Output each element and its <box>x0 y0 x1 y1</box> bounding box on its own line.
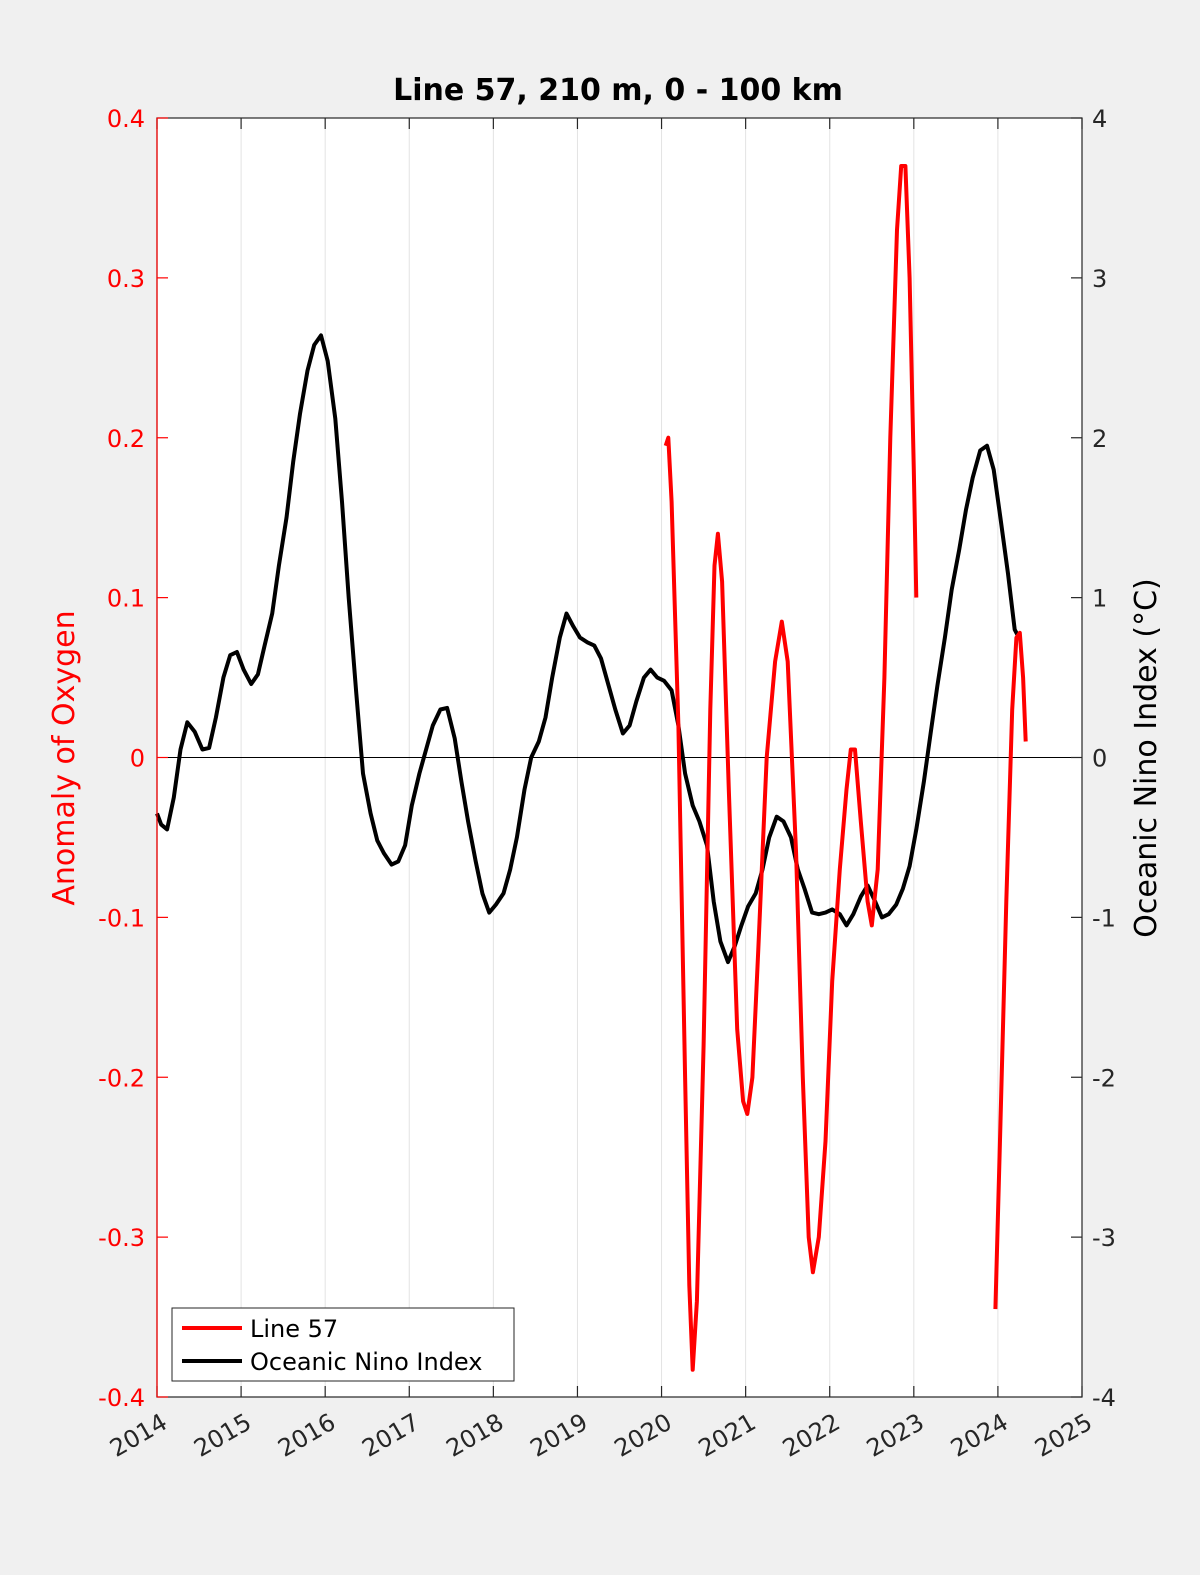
legend-label-line57: Line 57 <box>250 1315 338 1343</box>
series-line57 <box>663 164 919 1372</box>
y-axis-left-title: Anomaly of Oxygen <box>47 610 82 905</box>
y-left-tick-label: -0.3 <box>98 1224 145 1252</box>
y-right-tick-label: -2 <box>1092 1064 1116 1092</box>
series-line57 <box>993 630 1028 1310</box>
y-left-tick-label: -0.2 <box>98 1064 145 1092</box>
y-left-tick-label: 0.3 <box>107 265 145 293</box>
y-axis-left: -0.4 -0.3 -0.2 -0.1 0 0.1 0.2 0.3 0.4 <box>98 105 168 1412</box>
y-right-tick-label: -3 <box>1092 1224 1116 1252</box>
y-right-tick-label: 2 <box>1092 425 1107 453</box>
y-right-tick-label: -4 <box>1092 1384 1116 1412</box>
y-left-tick-label: -0.1 <box>98 904 145 932</box>
legend: Line 57 Oceanic Nino Index <box>171 1307 515 1382</box>
y-axis-right-title: Oceanic Nino Index (°C) <box>1129 578 1164 938</box>
y-right-tick-label: -1 <box>1092 904 1116 932</box>
y-right-tick-label: 4 <box>1092 105 1107 133</box>
y-left-tick-label: -0.4 <box>98 1384 145 1412</box>
chart-title: Line 57, 210 m, 0 - 100 km <box>393 73 843 108</box>
y-left-tick-label: 0.2 <box>107 425 145 453</box>
series-oni <box>155 333 1021 965</box>
y-left-tick-label: 0.4 <box>107 105 145 133</box>
y-right-tick-label: 1 <box>1092 585 1107 613</box>
y-right-tick-label: 3 <box>1092 265 1107 293</box>
y-left-tick-label: 0 <box>130 745 145 773</box>
y-axis-right: -4 -3 -2 -1 0 1 2 3 4 <box>1071 105 1116 1412</box>
legend-box <box>171 1307 515 1382</box>
y-right-tick-label: 0 <box>1092 745 1107 773</box>
y-left-tick-label: 0.1 <box>107 585 145 613</box>
series-layer <box>155 164 1028 1372</box>
legend-label-oni: Oceanic Nino Index <box>250 1348 482 1376</box>
